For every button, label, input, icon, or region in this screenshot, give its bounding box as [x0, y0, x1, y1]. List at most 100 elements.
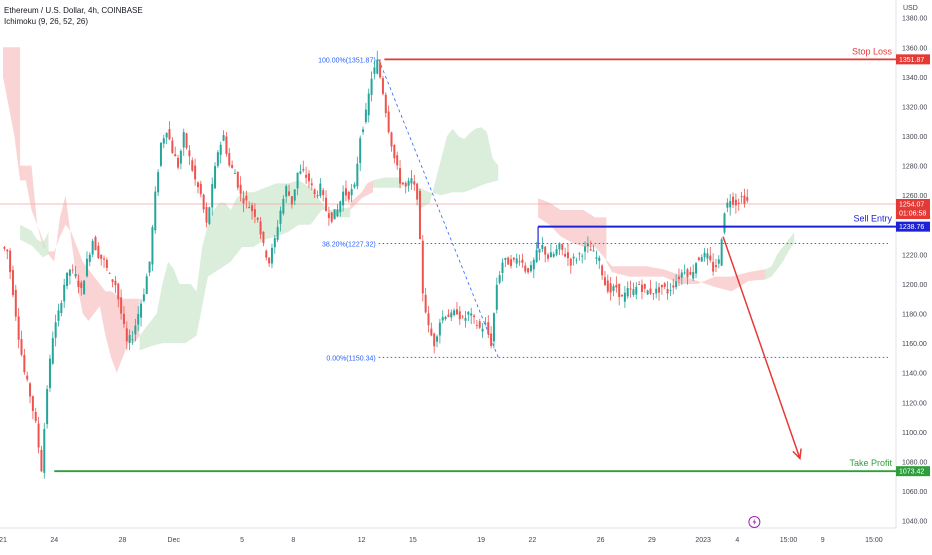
candle-body: [524, 265, 527, 272]
candle-body: [720, 239, 723, 266]
price-tick-label: 1340.00: [902, 75, 927, 82]
candle-body: [51, 338, 54, 364]
candle-body: [219, 144, 222, 155]
candle-body: [475, 325, 478, 327]
candle-body: [162, 138, 165, 144]
time-tick-label: Dec: [168, 537, 181, 544]
ichimoku-cloud-green-2: [373, 177, 402, 188]
candle-body: [68, 269, 71, 276]
candle-body: [578, 253, 581, 255]
candle-body: [558, 243, 561, 250]
projection-arrow-head: [792, 448, 802, 461]
candle-body: [484, 323, 487, 325]
candle-body: [196, 182, 199, 188]
candle-body: [643, 284, 646, 289]
candle-body: [367, 93, 370, 116]
price-tick-label: 1320.00: [902, 104, 927, 111]
time-tick-label: 15:00: [865, 537, 883, 544]
fib-level-label: 38.20%(1227.32): [322, 242, 376, 249]
candle-body: [179, 150, 182, 164]
candle-body: [157, 172, 160, 193]
candle-body: [470, 313, 473, 316]
candle-body: [376, 59, 379, 74]
candle-body: [66, 272, 69, 287]
candle-body: [566, 252, 569, 259]
ichimoku-cloud-green-0: [20, 224, 49, 258]
candle-body: [689, 272, 692, 275]
candle-body: [290, 196, 293, 205]
candle-body: [601, 265, 604, 276]
fib-trend-line: [378, 59, 499, 358]
candle-body: [131, 339, 134, 341]
candle-body: [347, 191, 350, 200]
price-tick-label: 1160.00: [902, 341, 927, 348]
candle-body: [77, 280, 80, 288]
sell-entry-axis-value: 1238.76: [899, 224, 924, 231]
candle-body: [458, 311, 461, 320]
candle-body: [726, 202, 729, 208]
candle-body: [447, 314, 450, 318]
candle-body: [677, 276, 680, 280]
candle-body: [273, 238, 276, 248]
currency-label: USD: [903, 5, 918, 12]
candle-body: [333, 209, 336, 220]
candle-body: [504, 257, 507, 260]
price-tick-label: 1200.00: [902, 282, 927, 289]
price-tick-label: 1280.00: [902, 164, 927, 171]
indicator-label[interactable]: Ichimoku (9, 26, 52, 26): [4, 17, 89, 26]
candle-body: [159, 142, 162, 166]
candle-body: [111, 279, 114, 283]
candle-body: [626, 287, 629, 297]
ichimoku-cloud-green-4: [765, 232, 795, 280]
candle-body: [60, 302, 63, 314]
candle-body: [307, 173, 310, 182]
candle-body: [296, 172, 299, 189]
candle-body: [148, 261, 151, 273]
candle-body: [71, 269, 74, 271]
candle-body: [188, 150, 191, 157]
candle-body: [655, 288, 658, 294]
candle-body: [453, 310, 456, 316]
candle-body: [236, 171, 239, 188]
candle-body: [48, 358, 51, 389]
candle-body: [182, 132, 185, 148]
candle-body: [455, 309, 458, 315]
candle-body: [621, 295, 624, 297]
candle-body: [142, 294, 145, 302]
candle-body: [629, 288, 632, 290]
time-tick-label: 12: [358, 537, 366, 544]
candle-body: [137, 314, 140, 325]
candle-body: [518, 261, 521, 263]
candle-body: [194, 165, 197, 180]
candle-body: [114, 280, 117, 286]
time-tick-label: 15:00: [780, 537, 798, 544]
candle-body: [233, 173, 236, 174]
candle-body: [598, 257, 601, 261]
candle-body: [57, 310, 60, 321]
candle-body: [606, 280, 609, 292]
candle-body: [268, 257, 271, 264]
price-tick-label: 1260.00: [902, 193, 927, 200]
candle-body: [467, 311, 470, 315]
candle-body: [487, 322, 490, 335]
candle-body: [603, 277, 606, 286]
price-tick-label: 1220.00: [902, 252, 927, 259]
candle-body: [154, 191, 157, 231]
candle-body: [732, 196, 735, 205]
candle-body: [416, 183, 419, 200]
candle-body: [364, 109, 367, 123]
time-tick-label: 19: [477, 537, 485, 544]
symbol-title[interactable]: Ethereum / U.S. Dollar, 4h, COINBASE: [4, 6, 143, 15]
candle-body: [660, 284, 663, 288]
candle-body: [658, 287, 661, 293]
candle-body: [410, 178, 413, 184]
candle-body: [214, 166, 217, 189]
candle-body: [384, 94, 387, 114]
candle-body: [9, 250, 12, 273]
candle-body: [407, 180, 410, 186]
candle-body: [105, 259, 108, 268]
candle-body: [40, 449, 43, 472]
candle-body: [515, 258, 518, 264]
candle-body: [473, 315, 476, 318]
